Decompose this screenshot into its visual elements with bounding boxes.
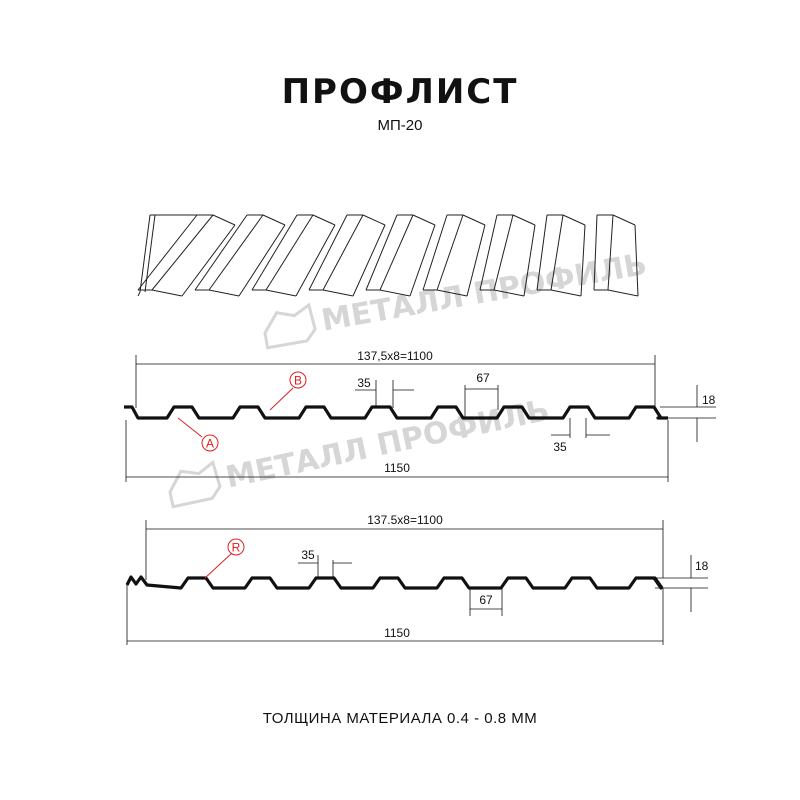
profile-2-height-label: 18 bbox=[695, 559, 709, 573]
sheet-edge bbox=[612, 214, 636, 226]
profile-1-crest-label: 35 bbox=[357, 376, 371, 390]
sheet-edge bbox=[436, 289, 468, 297]
sheet-edge bbox=[493, 214, 514, 291]
sheet-edge bbox=[379, 214, 414, 291]
sheet-edge bbox=[462, 214, 486, 226]
sheet-edge bbox=[536, 214, 548, 291]
material-thickness: ТОЛЩИНА МАТЕРИАЛА 0.4 - 0.8 ММ bbox=[262, 710, 538, 727]
profile-1-valley-label: 35 bbox=[553, 440, 567, 454]
sheet-edge bbox=[436, 214, 464, 291]
sheet-edge bbox=[322, 214, 364, 291]
marker-b: B bbox=[294, 374, 302, 388]
marker-a-circle bbox=[201, 434, 219, 452]
sheet-edge bbox=[523, 224, 536, 297]
sheet-3d-view bbox=[137, 214, 639, 297]
sheet-edge bbox=[208, 289, 240, 297]
profile-1-gap-label: 67 bbox=[476, 371, 490, 385]
watermark-logo-icon bbox=[168, 459, 222, 509]
sheet-edge bbox=[607, 289, 639, 297]
sheet-edge bbox=[580, 224, 586, 297]
sheet-edge bbox=[365, 214, 398, 291]
sheet-edge bbox=[493, 289, 525, 297]
sheet-edge bbox=[412, 214, 436, 226]
sheet-edge bbox=[607, 214, 614, 291]
watermark-2: МЕТАЛЛ ПРОФИЛЬ bbox=[168, 393, 552, 509]
sheet-edge bbox=[322, 289, 354, 297]
sheet-edge bbox=[312, 214, 336, 226]
watermark-logo-icon bbox=[263, 302, 317, 350]
sheet-edge bbox=[251, 214, 298, 291]
profile-1-line bbox=[124, 405, 668, 420]
profile-1: A B 137,5x8=1100 1150 35 67 35 18 bbox=[124, 349, 716, 482]
profile-2-crest-label: 35 bbox=[301, 548, 315, 562]
sheet-edge bbox=[262, 214, 286, 226]
marker-a: A bbox=[206, 437, 214, 451]
profile-1-width-label: 1150 bbox=[384, 461, 410, 475]
model-subtitle: МП-20 bbox=[377, 117, 423, 134]
watermark-1: МЕТАЛЛ ПРОФИЛЬ bbox=[263, 247, 649, 350]
sheet-edge bbox=[144, 214, 156, 293]
sheet-edge bbox=[593, 214, 598, 291]
sheet-edge bbox=[409, 224, 436, 297]
sheet-edge bbox=[212, 214, 236, 226]
profile-2-line bbox=[125, 575, 664, 590]
marker-r: R bbox=[232, 541, 241, 555]
profile-1-height-label: 18 bbox=[702, 393, 716, 407]
sheet-edge bbox=[352, 224, 386, 297]
sheet-edge bbox=[550, 289, 582, 297]
sheet-edge bbox=[466, 224, 486, 297]
sheet-edge bbox=[634, 224, 639, 297]
profile-2-pitch-label: 137.5x8=1100 bbox=[367, 513, 443, 527]
sheet-edge bbox=[208, 214, 264, 291]
marker-r-circle bbox=[227, 538, 245, 556]
sheet-edge bbox=[295, 224, 336, 297]
sheet-edge bbox=[181, 224, 236, 297]
sheet-edge bbox=[379, 289, 411, 297]
sheet-edge bbox=[362, 214, 386, 226]
sheet-edge bbox=[265, 289, 297, 297]
marker-b-circle bbox=[289, 371, 307, 389]
sheet-edge bbox=[194, 214, 248, 291]
page-title: ПРОФЛИСТ bbox=[281, 72, 519, 112]
sheet-edge bbox=[137, 214, 198, 291]
sheet-edge bbox=[308, 214, 348, 291]
sheet-edge bbox=[512, 214, 536, 226]
sheet-edge bbox=[422, 214, 448, 291]
sheet-edge bbox=[550, 214, 564, 291]
sheet-edge bbox=[137, 291, 141, 297]
profile-2-width-label: 1150 bbox=[384, 626, 410, 640]
sheet-edge bbox=[151, 214, 214, 291]
sheet-edge bbox=[479, 214, 498, 291]
sheet-edge bbox=[151, 289, 183, 297]
sheet-edge bbox=[139, 214, 151, 293]
sheet-edge bbox=[562, 214, 586, 226]
sheet-edge bbox=[238, 224, 286, 297]
profile-1-pitch-label: 137,5x8=1100 bbox=[357, 349, 433, 363]
profile-2: R 137.5x8=1100 1150 35 67 18 bbox=[125, 513, 709, 645]
sheet-edge bbox=[265, 214, 314, 291]
profile-2-gap-label: 67 bbox=[479, 593, 493, 607]
